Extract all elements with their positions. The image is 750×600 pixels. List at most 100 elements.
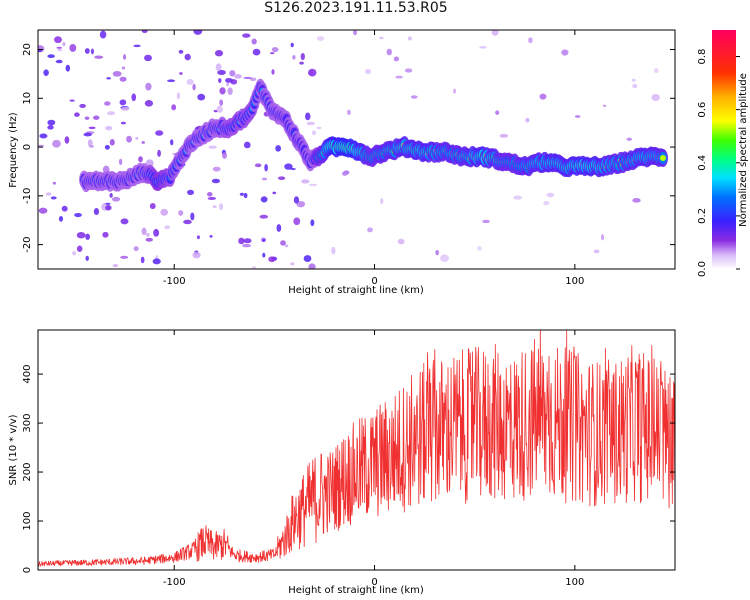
noise-speckle xyxy=(83,132,92,137)
noise-speckle xyxy=(104,144,110,150)
noise-speckle xyxy=(293,217,301,226)
x-tick-label: 100 xyxy=(565,276,584,287)
noise-speckle xyxy=(219,203,224,211)
noise-speckle xyxy=(47,54,55,59)
noise-speckle xyxy=(135,137,139,140)
noise-speckle xyxy=(353,30,358,36)
noise-speckle xyxy=(119,99,127,106)
noise-speckle xyxy=(152,258,161,265)
noise-speckle xyxy=(261,238,266,242)
y-tick-label: 300 xyxy=(22,414,33,433)
noise-speckle xyxy=(105,205,112,211)
noise-speckle xyxy=(311,130,316,136)
colorbar-gradient xyxy=(712,30,736,269)
noise-speckle xyxy=(131,93,137,102)
noise-speckle xyxy=(190,212,195,221)
snr-line xyxy=(38,330,675,568)
noise-speckle xyxy=(112,263,119,268)
noise-speckle xyxy=(397,238,405,245)
noise-speckle xyxy=(65,64,71,72)
noise-speckle xyxy=(308,263,316,269)
noise-speckle xyxy=(64,136,70,144)
noise-speckle xyxy=(574,115,581,118)
noise-speckle xyxy=(631,78,636,82)
noise-speckle xyxy=(395,75,404,79)
colorbar-label: Normalized spectral amplitude xyxy=(738,73,749,227)
noise-speckle xyxy=(632,198,641,203)
noise-speckle xyxy=(260,196,268,203)
chart-title: S126.2023.191.11.53.R05 xyxy=(264,0,448,16)
noise-speckle xyxy=(299,61,304,65)
noise-speckle xyxy=(212,205,217,208)
noise-speckle xyxy=(386,48,392,56)
snr-frame xyxy=(37,329,676,571)
noise-speckle xyxy=(206,192,213,197)
noise-speckle xyxy=(275,145,282,152)
noise-speckle xyxy=(52,139,61,148)
noise-speckle xyxy=(270,52,275,55)
noise-speckle xyxy=(118,158,123,166)
noise-speckle xyxy=(183,219,192,225)
noise-speckle xyxy=(104,101,111,106)
noise-speckle xyxy=(227,87,233,95)
snr-ylabel: SNR (10 * v/v) xyxy=(8,414,19,485)
noise-speckle xyxy=(222,152,227,159)
noise-speckle xyxy=(140,256,145,264)
noise-speckle xyxy=(296,200,306,208)
noise-speckle xyxy=(155,130,164,136)
noise-speckle xyxy=(347,109,351,115)
noise-speckle xyxy=(214,49,224,57)
noise-speckle xyxy=(217,69,226,76)
noise-speckle xyxy=(219,99,224,106)
noise-speckle xyxy=(170,139,174,146)
colorbar: 0.0 0.2 0.4 0.6 0.8 Normalized spectral ampl… xyxy=(697,30,749,277)
noise-speckle xyxy=(651,93,660,102)
y-tick-label: 200 xyxy=(22,462,33,481)
noise-speckle xyxy=(38,49,43,52)
noise-speckle xyxy=(69,99,75,102)
spectrogram-marks xyxy=(38,30,668,269)
noise-speckle xyxy=(50,196,57,200)
noise-speckle xyxy=(561,49,569,56)
noise-speckle xyxy=(76,231,86,239)
noise-speckle xyxy=(99,30,107,39)
noise-speckle xyxy=(74,212,82,218)
noise-speckle xyxy=(243,141,251,149)
noise-speckle xyxy=(106,77,111,80)
noise-speckle xyxy=(290,262,295,266)
spectrogram-frame xyxy=(37,29,676,270)
noise-speckle xyxy=(243,76,253,79)
noise-speckle xyxy=(43,69,49,76)
noise-speckle xyxy=(440,254,449,263)
noise-speckle xyxy=(52,181,57,185)
colorbar-tick-label: 0.4 xyxy=(697,155,708,171)
noise-speckle xyxy=(495,110,500,115)
snr-marks xyxy=(38,330,675,568)
noise-speckle xyxy=(528,37,533,44)
noise-speckle xyxy=(58,216,64,222)
noise-speckle xyxy=(105,202,111,205)
noise-speckle xyxy=(309,183,318,186)
noise-speckle xyxy=(72,250,76,256)
noise-speckle xyxy=(252,48,261,56)
noise-speckle xyxy=(171,104,177,111)
noise-speckle xyxy=(365,69,371,74)
noise-speckle xyxy=(499,133,509,138)
noise-speckle xyxy=(93,115,100,120)
noise-speckle xyxy=(87,139,93,147)
noise-speckle xyxy=(111,196,121,202)
noise-speckle xyxy=(144,99,154,107)
colorbar-axes: 0.0 0.2 0.4 0.6 0.8 xyxy=(697,49,740,277)
noise-speckle xyxy=(47,125,54,130)
noise-speckle xyxy=(94,55,104,59)
noise-speckle xyxy=(56,46,62,49)
noise-speckle xyxy=(85,233,90,240)
noise-speckle xyxy=(89,145,95,148)
noise-speckle xyxy=(218,78,222,83)
noise-speckle xyxy=(525,117,530,123)
noise-speckle xyxy=(167,79,176,83)
noise-speckle xyxy=(145,237,153,242)
noise-speckle xyxy=(85,255,89,261)
